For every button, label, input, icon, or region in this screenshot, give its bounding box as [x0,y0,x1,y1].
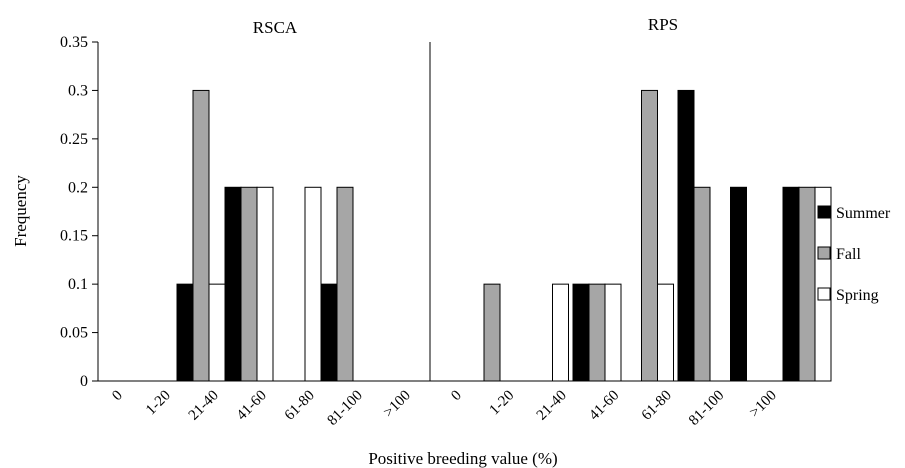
x-tick-label: 41-60 [586,388,622,424]
legend-swatch-summer [818,206,830,218]
bar-rsca-spring-2 [257,187,273,381]
x-tick-label: 41-60 [234,388,270,424]
y-axis-title: Frequency [11,175,30,247]
y-tick-label: 0.3 [68,82,88,99]
y-tick-label: 0.25 [60,131,88,148]
y-tick-label: 0.1 [68,276,88,293]
legend-label-spring: Spring [836,287,879,304]
bar-rps-spring-3 [658,284,674,381]
y-tick-label: 0.2 [68,179,88,196]
legend-label-summer: Summer [836,205,891,222]
y-tick-label: 0.15 [60,228,88,245]
bar-rps-summer-4 [678,90,694,381]
bar-rps-summer-6 [783,187,799,381]
bar-rps-spring-2 [605,284,621,381]
x-tick-label: 21-40 [186,388,222,424]
bars [177,90,831,381]
bar-rsca-fall-1 [193,90,209,381]
bar-rps-fall-2 [589,284,605,381]
x-axis-title: Positive breeding value (%) [368,449,557,468]
bar-rps-summer-5 [731,187,747,381]
x-tick-label: 0 [109,388,126,405]
panel-title-rsca: RSCA [253,18,298,37]
legend-swatch-spring [818,288,830,300]
bar-rps-fall-4 [694,187,710,381]
x-tick-label: 81-100 [686,388,727,429]
legend-label-fall: Fall [836,246,861,263]
bar-rsca-summer-2 [225,187,241,381]
x-tick-label: >100 [747,388,780,421]
bar-rps-spring-1 [553,284,569,381]
bar-rps-fall-3 [642,90,658,381]
x-tick-label: 81-100 [324,388,365,429]
bar-rps-fall-0 [484,284,500,381]
bar-rsca-summer-4 [321,284,337,381]
bar-rsca-spring-1 [209,284,225,381]
y-tick-label: 0.05 [60,325,88,342]
x-tick-label: >100 [381,388,414,421]
bar-rps-summer-2 [573,284,589,381]
x-tick-label: 21-40 [534,388,570,424]
x-tick-label: 61-80 [282,388,318,424]
x-tick-label: 0 [448,388,465,405]
x-tick-label: 1-20 [143,388,174,419]
x-tick-label: 1-20 [487,388,518,419]
y-tick-label: 0 [80,373,88,390]
bar-rsca-summer-1 [177,284,193,381]
bar-rsca-fall-2 [241,187,257,381]
bar-rps-fall-6 [799,187,815,381]
panel-title-rps: RPS [648,15,678,34]
bar-rsca-fall-4 [337,187,353,381]
y-tick-label: 0.35 [60,34,88,51]
legend-swatch-fall [818,247,830,259]
bar-rsca-spring-3 [305,187,321,381]
x-tick-label: 61-80 [639,388,675,424]
